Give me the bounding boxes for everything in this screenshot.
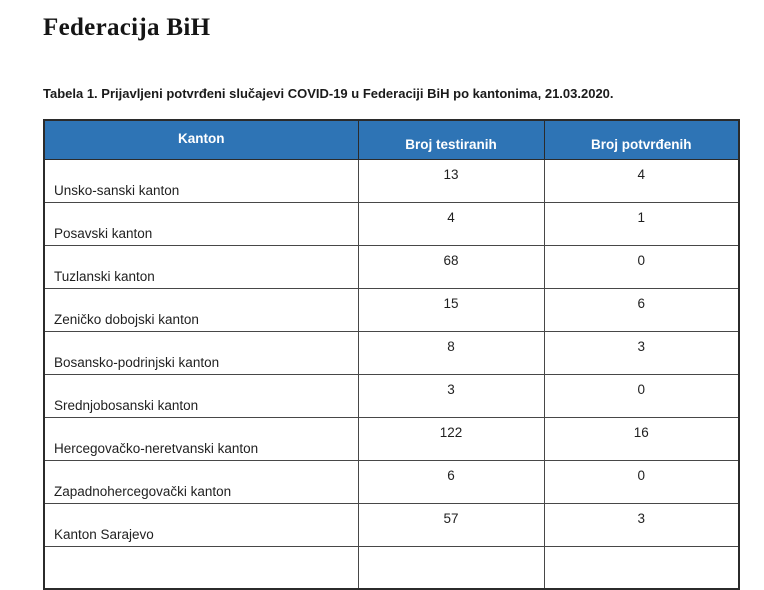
confirmed-cell: 1 [543, 201, 740, 246]
covid-cases-table: Kanton Broj testiranih Broj potvrđenih U… [43, 119, 740, 590]
tested-cell: 57 [357, 502, 545, 547]
kanton-cell: Tuzlanski kanton [43, 244, 359, 289]
confirmed-cell: 0 [543, 244, 740, 289]
tested-cell: 8 [357, 330, 545, 375]
table-row: Posavski kanton 4 1 [43, 201, 740, 246]
tested-cell: 4 [357, 201, 545, 246]
kanton-cell: Posavski kanton [43, 201, 359, 246]
column-header-tested: Broj testiranih [357, 119, 545, 160]
kanton-cell: Hercegovačko-neretvanski kanton [43, 416, 359, 461]
table-row: Zeničko dobojski kanton 15 6 [43, 287, 740, 332]
confirmed-cell: 0 [543, 373, 740, 418]
table-row: Kanton Sarajevo 57 3 [43, 502, 740, 547]
tested-cell [357, 545, 545, 590]
kanton-cell: Srednjobosanski kanton [43, 373, 359, 418]
kanton-cell: Zeničko dobojski kanton [43, 287, 359, 332]
tested-cell: 6 [357, 459, 545, 504]
confirmed-cell: 6 [543, 287, 740, 332]
tested-cell: 3 [357, 373, 545, 418]
table-row: Srednjobosanski kanton 3 0 [43, 373, 740, 418]
tested-cell: 13 [357, 158, 545, 203]
page-title: Federacija BiH [43, 14, 211, 41]
confirmed-cell: 16 [543, 416, 740, 461]
table-row: Hercegovačko-neretvanski kanton 122 16 [43, 416, 740, 461]
tested-cell: 122 [357, 416, 545, 461]
kanton-cell: Kanton Sarajevo [43, 502, 359, 547]
confirmed-cell: 4 [543, 158, 740, 203]
table-row: Unsko-sanski kanton 13 4 [43, 158, 740, 203]
table-caption: Tabela 1. Prijavljeni potvrđeni slučajev… [43, 86, 614, 101]
confirmed-cell [543, 545, 740, 590]
table-row: Zapadnohercegovački kanton 6 0 [43, 459, 740, 504]
document-page: Federacija BiH Tabela 1. Prijavljeni pot… [43, 14, 740, 590]
confirmed-cell: 0 [543, 459, 740, 504]
table-header-row: Kanton Broj testiranih Broj potvrđenih [43, 119, 740, 160]
column-header-kanton: Kanton [43, 119, 359, 160]
kanton-cell: Zapadnohercegovački kanton [43, 459, 359, 504]
tested-cell: 68 [357, 244, 545, 289]
kanton-cell: Bosansko-podrinjski kanton [43, 330, 359, 375]
tested-cell: 15 [357, 287, 545, 332]
table-row: Bosansko-podrinjski kanton 8 3 [43, 330, 740, 375]
column-header-confirmed: Broj potvrđenih [543, 119, 740, 160]
kanton-cell: Unsko-sanski kanton [43, 158, 359, 203]
confirmed-cell: 3 [543, 330, 740, 375]
table-row: Tuzlanski kanton 68 0 [43, 244, 740, 289]
table-row-partially-cut [43, 545, 740, 590]
kanton-cell [43, 545, 359, 590]
confirmed-cell: 3 [543, 502, 740, 547]
